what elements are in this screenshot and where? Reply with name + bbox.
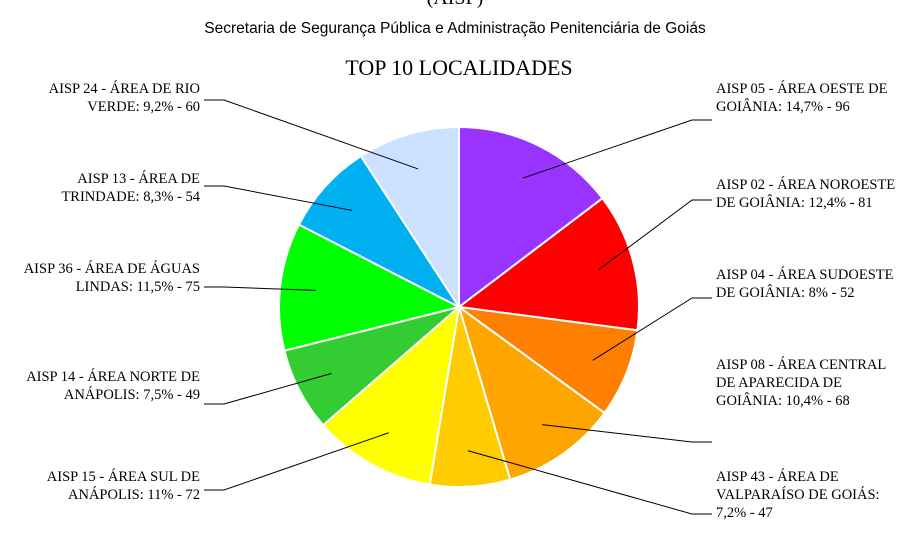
chart-title: TOP 10 LOCALIDADES	[345, 55, 572, 80]
slice-label: AISP 36 - ÁREA DE ÁGUAS LINDAS: 11,5% - …	[23, 261, 200, 295]
pie-slice	[457, 304, 606, 481]
slice-label: AISP 15 - ÁREA SUL DE ANÁPOLIS: 11% - 72	[46, 469, 200, 503]
leader-line	[542, 424, 712, 443]
slice-label: AISP 05 - ÁREA OESTE DE GOIÂNIA: 14,7% -…	[716, 81, 888, 115]
pie-slice	[278, 223, 462, 352]
leader-line	[597, 199, 712, 271]
slice-label: AISP 13 - ÁREA DE TRINDADE: 8,3% - 54	[61, 171, 200, 205]
pie-slice	[359, 125, 460, 311]
slice-label: AISP 02 - ÁREA NOROESTE DE GOIÂNIA: 12,4…	[716, 177, 896, 211]
leader-line	[592, 297, 712, 361]
slice-label: AISP 43 - ÁREA DE VALPARAÍSO DE GOIÁS: 7…	[716, 469, 880, 521]
pie-slice	[456, 196, 640, 332]
leader-line	[204, 99, 419, 170]
pie-slice	[297, 154, 462, 310]
slice-label: AISP 14 - ÁREA NORTE DE ANÁPOLIS: 7,5% -…	[26, 369, 200, 403]
leader-line	[204, 373, 332, 405]
slice-label: AISP 08 - ÁREA CENTRAL DE APARECIDA DE G…	[716, 357, 886, 409]
pie-slice	[458, 125, 604, 310]
leader-line	[204, 432, 389, 491]
leader-line	[204, 286, 316, 291]
slice-label: AISP 24 - ÁREA DE RIO VERDE: 9,2% - 60	[48, 81, 200, 115]
leader-line	[204, 185, 353, 211]
subtitle: Secretaria de Segurança Pública e Admini…	[204, 20, 706, 37]
leader-line	[467, 450, 712, 515]
slice-label: AISP 04 - ÁREA SUDOESTE DE GOIÂNIA: 8% -…	[716, 267, 894, 301]
leader-line	[522, 119, 712, 179]
pie-slice	[321, 304, 461, 486]
heading: (AISP)	[427, 0, 484, 9]
